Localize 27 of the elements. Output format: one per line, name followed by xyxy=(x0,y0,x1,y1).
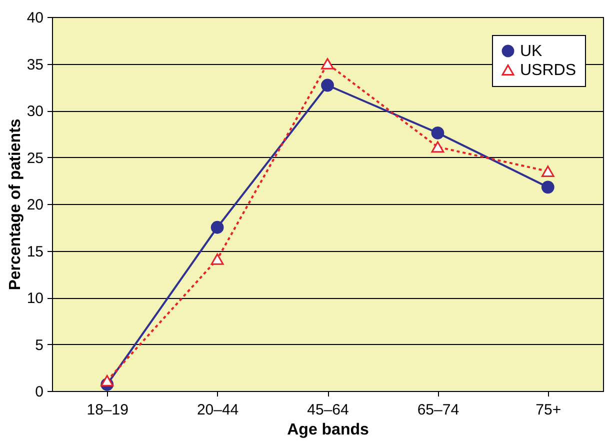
point xyxy=(210,220,224,234)
point xyxy=(431,141,444,153)
point xyxy=(100,375,114,386)
y-tick-label: 30 xyxy=(26,103,44,120)
legend-label: UK xyxy=(520,43,543,60)
point xyxy=(541,180,554,194)
x-tick-label: 20–44 xyxy=(196,402,239,418)
point xyxy=(321,78,334,92)
y-tick-label: 0 xyxy=(35,384,44,400)
x-tick-label: 45–64 xyxy=(307,402,349,418)
x-tick-label: 18–19 xyxy=(86,402,128,418)
y-tick-label: 5 xyxy=(35,336,44,354)
y-tick-label: 40 xyxy=(26,10,44,26)
y-axis-title: Percentage of patients xyxy=(6,118,24,290)
y-tick-label: 15 xyxy=(26,243,44,260)
y-tick-label: 20 xyxy=(26,196,44,214)
point xyxy=(541,166,554,177)
y-tick-label: 35 xyxy=(26,56,44,74)
y-tick-label: 10 xyxy=(26,290,44,307)
legend-label: USRDS xyxy=(520,62,576,79)
y-tick-label: 25 xyxy=(26,150,44,167)
x-axis-title: Age bands xyxy=(287,422,369,438)
point xyxy=(321,58,334,70)
x-tick-label: 65–74 xyxy=(417,402,460,418)
point xyxy=(210,253,224,265)
point xyxy=(431,126,444,140)
x-tick-label: 75+ xyxy=(536,402,562,418)
